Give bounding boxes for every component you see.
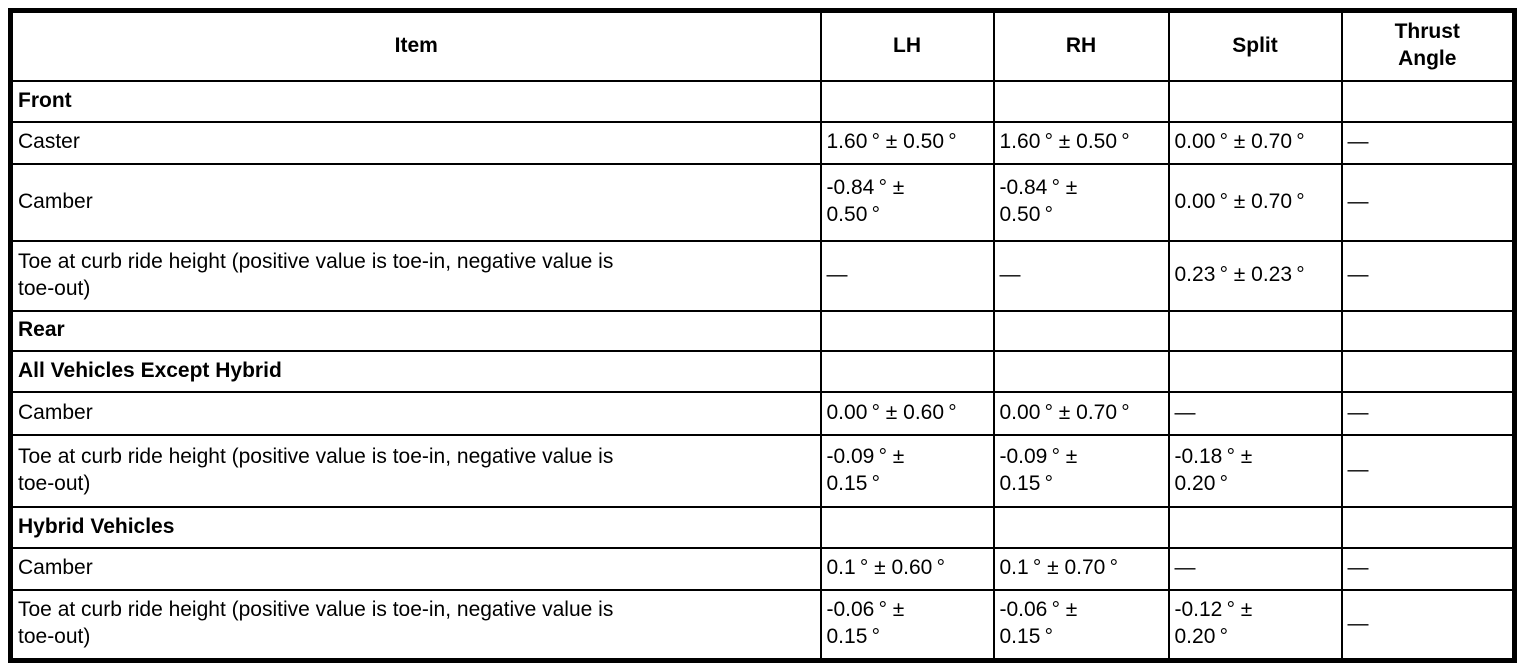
cell-front-toe-item: Toe at curb ride height (positive value … (9, 239, 822, 312)
cell-hybrid-camber-lh: 0.1 ° ± 0.60 ° (819, 546, 995, 591)
column-header-item: Item (9, 9, 822, 82)
cell-front-caster-rh: 1.60 ° ± 0.50 ° (992, 120, 1170, 165)
cell-hybrid-split (1167, 505, 1343, 549)
cell-aveh-item: All Vehicles Except Hybrid (9, 349, 822, 393)
cell-aveh-camber-thrust: — (1340, 390, 1516, 436)
cell-front-caster-item: Caster (9, 120, 822, 165)
cell-rear-split (1167, 309, 1343, 352)
cell-front-camber-thrust: — (1340, 162, 1516, 242)
cell-front-rh (992, 79, 1170, 123)
cell-front-caster-split: 0.00 ° ± 0.70 ° (1167, 120, 1343, 165)
row-front-toe: Toe at curb ride height (positive value … (9, 239, 1516, 312)
cell-front-camber-lh: -0.84 ° ± 0.50 ° (819, 162, 995, 242)
cell-rear-thrust (1340, 309, 1516, 352)
cell-hybrid-camber-thrust: — (1340, 546, 1516, 591)
cell-front-camber-item: Camber (9, 162, 822, 242)
cell-hybrid-thrust (1340, 505, 1516, 549)
cell-rear-item: Rear (9, 309, 822, 352)
cell-front-caster-thrust: — (1340, 120, 1516, 165)
cell-rear-lh (819, 309, 995, 352)
cell-front-toe-split: 0.23 ° ± 0.23 ° (1167, 239, 1343, 312)
cell-aveh-toe-item: Toe at curb ride height (positive value … (9, 433, 822, 508)
cell-hybrid-toe-item: Toe at curb ride height (positive value … (9, 588, 822, 662)
cell-front-toe-rh: — (992, 239, 1170, 312)
cell-aveh-thrust (1340, 349, 1516, 393)
row-aveh-camber: Camber 0.00 ° ± 0.60 ° 0.00 ° ± 0.70 ° —… (9, 390, 1516, 436)
cell-hybrid-toe-rh: -0.06 ° ± 0.15 ° (992, 588, 1170, 662)
cell-hybrid-camber-item: Camber (9, 546, 822, 591)
cell-aveh-camber-split: — (1167, 390, 1343, 436)
column-header-split: Split (1167, 9, 1343, 82)
column-header-rh: RH (992, 9, 1170, 82)
column-header-thrust-angle: Thrust Angle (1340, 9, 1516, 82)
cell-front-toe-thrust: — (1340, 239, 1516, 312)
cell-aveh-rh (992, 349, 1170, 393)
cell-hybrid-camber-split: — (1167, 546, 1343, 591)
cell-front-item: Front (9, 79, 822, 123)
cell-aveh-camber-lh: 0.00 ° ± 0.60 ° (819, 390, 995, 436)
section-row-rear: Rear (9, 309, 1516, 352)
cell-front-caster-lh: 1.60 ° ± 0.50 ° (819, 120, 995, 165)
cell-front-lh (819, 79, 995, 123)
cell-front-split (1167, 79, 1343, 123)
row-front-caster: Caster 1.60 ° ± 0.50 ° 1.60 ° ± 0.50 ° 0… (9, 120, 1516, 165)
row-hybrid-toe: Toe at curb ride height (positive value … (9, 588, 1516, 662)
cell-front-toe-lh: — (819, 239, 995, 312)
cell-front-camber-rh: -0.84 ° ± 0.50 ° (992, 162, 1170, 242)
section-row-all-vehicles-except-hybrid: All Vehicles Except Hybrid (9, 349, 1516, 393)
cell-aveh-camber-item: Camber (9, 390, 822, 436)
cell-hybrid-camber-rh: 0.1 ° ± 0.70 ° (992, 546, 1170, 591)
cell-aveh-toe-split: -0.18 ° ± 0.20 ° (1167, 433, 1343, 508)
cell-rear-rh (992, 309, 1170, 352)
column-header-lh: LH (819, 9, 995, 82)
cell-hybrid-rh (992, 505, 1170, 549)
cell-hybrid-toe-lh: -0.06 ° ± 0.15 ° (819, 588, 995, 662)
cell-hybrid-toe-thrust: — (1340, 588, 1516, 662)
cell-aveh-split (1167, 349, 1343, 393)
cell-aveh-toe-rh: -0.09 ° ± 0.15 ° (992, 433, 1170, 508)
cell-front-thrust (1340, 79, 1516, 123)
cell-hybrid-lh (819, 505, 995, 549)
row-hybrid-camber: Camber 0.1 ° ± 0.60 ° 0.1 ° ± 0.70 ° — — (9, 546, 1516, 591)
alignment-spec-table: Item LH RH Split Thrust Angle Front Cast… (8, 8, 1517, 663)
cell-aveh-lh (819, 349, 995, 393)
row-front-camber: Camber -0.84 ° ± 0.50 ° -0.84 ° ± 0.50 °… (9, 162, 1516, 242)
header-row: Item LH RH Split Thrust Angle (9, 9, 1516, 82)
section-row-hybrid-vehicles: Hybrid Vehicles (9, 505, 1516, 549)
cell-aveh-toe-lh: -0.09 ° ± 0.15 ° (819, 433, 995, 508)
row-aveh-toe: Toe at curb ride height (positive value … (9, 433, 1516, 508)
cell-front-camber-split: 0.00 ° ± 0.70 ° (1167, 162, 1343, 242)
cell-aveh-toe-thrust: — (1340, 433, 1516, 508)
cell-hybrid-item: Hybrid Vehicles (9, 505, 822, 549)
cell-hybrid-toe-split: -0.12 ° ± 0.20 ° (1167, 588, 1343, 662)
cell-aveh-camber-rh: 0.00 ° ± 0.70 ° (992, 390, 1170, 436)
section-row-front: Front (9, 79, 1516, 123)
